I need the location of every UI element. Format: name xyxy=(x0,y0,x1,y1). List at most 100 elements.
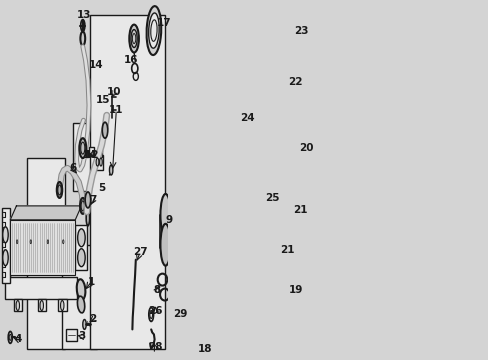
Ellipse shape xyxy=(276,207,285,223)
Text: 25: 25 xyxy=(265,193,279,203)
Circle shape xyxy=(79,138,86,158)
Circle shape xyxy=(80,198,85,214)
Bar xyxy=(2,208,10,283)
Bar xyxy=(98,150,102,157)
Ellipse shape xyxy=(293,141,302,156)
Ellipse shape xyxy=(276,197,285,213)
Bar xyxy=(10,220,75,275)
Text: 14: 14 xyxy=(82,150,97,160)
Text: 13: 13 xyxy=(77,10,92,20)
Ellipse shape xyxy=(160,224,170,266)
Bar xyxy=(75,225,87,270)
Ellipse shape xyxy=(276,217,285,233)
Ellipse shape xyxy=(78,229,85,247)
Text: 20: 20 xyxy=(298,143,313,153)
Text: 14: 14 xyxy=(89,60,103,71)
Text: 4: 4 xyxy=(14,334,21,345)
Text: 5: 5 xyxy=(99,183,106,193)
Polygon shape xyxy=(10,206,81,220)
Bar xyxy=(14,298,22,311)
Ellipse shape xyxy=(77,296,84,313)
Ellipse shape xyxy=(86,197,89,213)
Ellipse shape xyxy=(282,75,288,85)
Ellipse shape xyxy=(293,117,302,132)
Text: 7: 7 xyxy=(89,195,97,205)
Circle shape xyxy=(16,301,20,310)
Ellipse shape xyxy=(293,129,302,144)
Circle shape xyxy=(82,319,86,329)
Bar xyxy=(90,15,165,348)
Bar xyxy=(26,158,65,348)
Bar xyxy=(38,298,46,311)
Bar xyxy=(66,329,77,341)
Text: 23: 23 xyxy=(293,26,307,36)
Ellipse shape xyxy=(86,210,89,226)
Ellipse shape xyxy=(276,226,285,243)
Circle shape xyxy=(96,158,99,166)
Circle shape xyxy=(129,24,139,53)
Circle shape xyxy=(57,182,62,198)
Ellipse shape xyxy=(250,100,266,160)
Circle shape xyxy=(100,158,102,166)
Ellipse shape xyxy=(285,31,294,67)
Text: 28: 28 xyxy=(148,342,163,352)
Ellipse shape xyxy=(277,77,285,113)
Text: 21: 21 xyxy=(280,245,294,255)
Bar xyxy=(5,276,77,298)
Ellipse shape xyxy=(269,162,277,174)
Bar xyxy=(96,155,102,170)
Text: 1: 1 xyxy=(87,276,95,287)
Ellipse shape xyxy=(146,6,161,55)
Bar xyxy=(61,244,97,348)
Text: 17: 17 xyxy=(157,18,171,28)
Ellipse shape xyxy=(77,279,85,300)
Ellipse shape xyxy=(291,194,299,206)
Ellipse shape xyxy=(293,105,302,120)
Text: 11: 11 xyxy=(109,105,123,115)
Text: 9: 9 xyxy=(165,215,172,225)
Text: 29: 29 xyxy=(172,310,187,319)
Ellipse shape xyxy=(282,257,293,287)
Bar xyxy=(73,123,97,191)
Ellipse shape xyxy=(148,13,159,48)
Text: 12: 12 xyxy=(85,150,100,160)
Ellipse shape xyxy=(160,194,170,236)
Text: 16: 16 xyxy=(123,55,138,66)
Text: 19: 19 xyxy=(288,284,302,294)
Circle shape xyxy=(109,165,113,175)
Circle shape xyxy=(61,301,64,310)
Text: 18: 18 xyxy=(198,345,212,354)
Circle shape xyxy=(3,250,8,266)
Circle shape xyxy=(85,192,90,208)
Text: 24: 24 xyxy=(239,113,254,123)
Ellipse shape xyxy=(293,153,302,168)
Circle shape xyxy=(81,20,84,32)
Text: 6: 6 xyxy=(69,163,76,173)
Circle shape xyxy=(80,32,85,45)
Circle shape xyxy=(8,332,12,343)
Text: 10: 10 xyxy=(107,87,121,97)
Ellipse shape xyxy=(274,69,287,121)
Text: 8: 8 xyxy=(153,284,161,294)
Circle shape xyxy=(40,301,43,310)
Text: 15: 15 xyxy=(96,95,110,105)
Bar xyxy=(3,215,10,280)
Text: 21: 21 xyxy=(292,205,306,215)
Ellipse shape xyxy=(276,237,285,253)
Bar xyxy=(89,147,94,156)
Circle shape xyxy=(102,122,107,138)
Ellipse shape xyxy=(253,108,264,152)
Text: 2: 2 xyxy=(89,314,97,324)
Text: 22: 22 xyxy=(288,77,302,87)
Text: 26: 26 xyxy=(148,306,162,316)
Text: 3: 3 xyxy=(78,332,85,341)
Circle shape xyxy=(30,240,31,244)
Ellipse shape xyxy=(276,187,285,203)
Circle shape xyxy=(3,227,8,243)
Circle shape xyxy=(47,240,48,244)
Ellipse shape xyxy=(286,37,292,60)
Ellipse shape xyxy=(78,249,85,267)
Ellipse shape xyxy=(284,262,291,281)
Circle shape xyxy=(17,240,18,244)
Text: 27: 27 xyxy=(133,247,147,257)
